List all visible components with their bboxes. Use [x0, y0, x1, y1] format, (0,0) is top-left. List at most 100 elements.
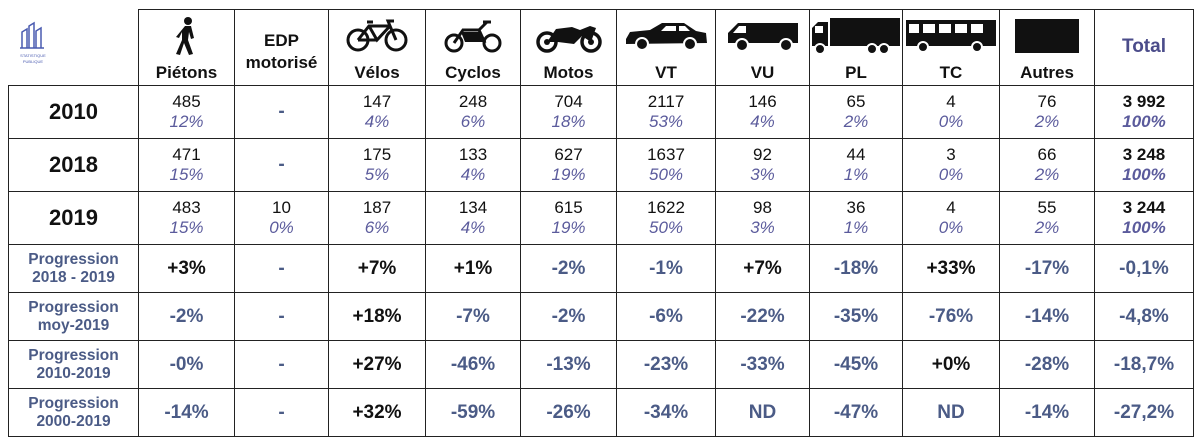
share-value: 3% — [750, 165, 775, 184]
column-header-pl: PL — [809, 9, 903, 86]
count-value: 615 — [554, 198, 583, 217]
share-value: 0% — [938, 218, 964, 237]
data-cell: 2117 53% — [616, 85, 716, 139]
progression-value: ND — [937, 401, 965, 423]
progression-cell: -14% — [138, 388, 235, 437]
data-cell: 44 1% — [809, 138, 903, 192]
data-cell: 4 0% — [902, 191, 1000, 245]
progression-value: +1% — [453, 257, 493, 279]
column-header-total: Total — [1094, 9, 1194, 86]
progression-value: +27% — [352, 353, 402, 375]
progression-value: -14% — [1024, 305, 1070, 327]
column-header-vu: VU — [715, 9, 810, 86]
share-value: 4% — [750, 112, 775, 131]
data-cell: 3 244 100% — [1094, 191, 1194, 245]
data-cell: 147 4% — [328, 85, 426, 139]
progression-value: -59% — [450, 401, 496, 423]
count-value: 485 — [172, 92, 201, 111]
year-label: 2018 — [8, 138, 139, 192]
count-value: 704 — [554, 92, 583, 111]
progression-label: Progression moy-2019 — [8, 292, 139, 341]
share-value: 18% — [551, 112, 586, 131]
share-value: 2% — [843, 112, 869, 131]
column-label: Piétons — [155, 63, 218, 82]
share-value: 100% — [1122, 165, 1166, 184]
progression-cell: -27,2% — [1094, 388, 1194, 437]
progression-cell: +18% — [328, 292, 426, 341]
progression-cell: -23% — [616, 340, 716, 389]
data-cell: 36 1% — [809, 191, 903, 245]
data-cell: 92 3% — [715, 138, 810, 192]
progression-cell: -13% — [520, 340, 617, 389]
data-cell: 187 6% — [328, 191, 426, 245]
progression-value: +0% — [931, 353, 971, 375]
progression-cell: -0% — [138, 340, 235, 389]
column-header-edp-motorisé: EDP motorisé — [234, 9, 329, 86]
count-value: 76 — [1037, 92, 1057, 111]
progression-cell: -47% — [809, 388, 903, 437]
progression-value: - — [278, 353, 285, 375]
count-value: 483 — [172, 198, 201, 217]
progression-cell: -6% — [616, 292, 716, 341]
year-label: 2010 — [8, 85, 139, 139]
count-value: 4 — [946, 92, 956, 111]
data-cell: 133 4% — [425, 138, 521, 192]
progression-label: Progression 2000-2019 — [8, 388, 139, 437]
progression-value: -33% — [740, 353, 785, 375]
share-value: 1% — [843, 165, 869, 184]
table-row: Progression moy-2019 -2% - +18% -7% -2% -6% -22%… — [8, 292, 1194, 341]
progression-value: -2% — [169, 305, 204, 327]
progression-value: -6% — [649, 305, 683, 327]
progression-value: -18% — [833, 257, 879, 279]
progression-value: -2% — [551, 305, 586, 327]
progression-cell: -2% — [520, 244, 617, 293]
data-cell: 65 2% — [809, 85, 903, 139]
data-cell: 483 15% — [138, 191, 235, 245]
data-cell: 485 12% — [138, 85, 235, 139]
progression-label: Progression 2010-2019 — [8, 340, 139, 389]
progression-value: +7% — [357, 257, 397, 279]
column-label: TC — [939, 63, 963, 82]
data-cell: 134 4% — [425, 191, 521, 245]
progression-cell: ND — [902, 388, 1000, 437]
progression-value: -1% — [649, 257, 683, 279]
progression-cell: +33% — [902, 244, 1000, 293]
progression-cell: -26% — [520, 388, 617, 437]
share-value: 12% — [169, 112, 204, 131]
count-value: 92 — [753, 145, 772, 164]
table-row: 2010 485 12% -147 4% 248 6% 704 18% 2117 53% 146 4% 6… — [8, 85, 1194, 139]
share-value: 3% — [750, 218, 775, 237]
table-row: Progression 2010-2019 -0% - +27% -46% -13% -23%… — [8, 340, 1194, 389]
share-value: 53% — [648, 112, 684, 131]
progression-value: -17% — [1024, 257, 1070, 279]
progression-cell: +1% — [425, 244, 521, 293]
progression-cell: -4,8% — [1094, 292, 1194, 341]
share-value: 2% — [1034, 112, 1060, 131]
count-value: 146 — [748, 92, 777, 111]
table-row: 2018 471 15% -175 5% 133 4% 627 19% 1637 50% 92 3% 44… — [8, 138, 1194, 192]
progression-value: -34% — [643, 401, 689, 423]
column-label: Motos — [543, 63, 594, 82]
data-cell: 3 248 100% — [1094, 138, 1194, 192]
progression-cell: -18% — [809, 244, 903, 293]
count-value: 44 — [846, 145, 866, 164]
count-value: 627 — [554, 145, 583, 164]
progression-cell: -35% — [809, 292, 903, 341]
progression-cell: +3% — [138, 244, 235, 293]
data-cell: 615 19% — [520, 191, 617, 245]
progression-value: - — [278, 305, 285, 327]
progression-cell: - — [234, 340, 329, 389]
share-value: 0% — [938, 165, 964, 184]
bicycle-icon — [330, 16, 425, 56]
share-value: 4% — [460, 218, 486, 237]
column-label: EDP motorisé — [245, 31, 318, 72]
progression-value: +7% — [743, 257, 782, 279]
van-icon — [717, 16, 809, 56]
data-cell: 627 19% — [520, 138, 617, 192]
progression-label-line1: Progression — [28, 394, 119, 412]
share-value: 50% — [648, 218, 684, 237]
count-value: 187 — [362, 198, 392, 217]
count-value: 175 — [362, 145, 392, 164]
data-cell: 3 0% — [902, 138, 1000, 192]
